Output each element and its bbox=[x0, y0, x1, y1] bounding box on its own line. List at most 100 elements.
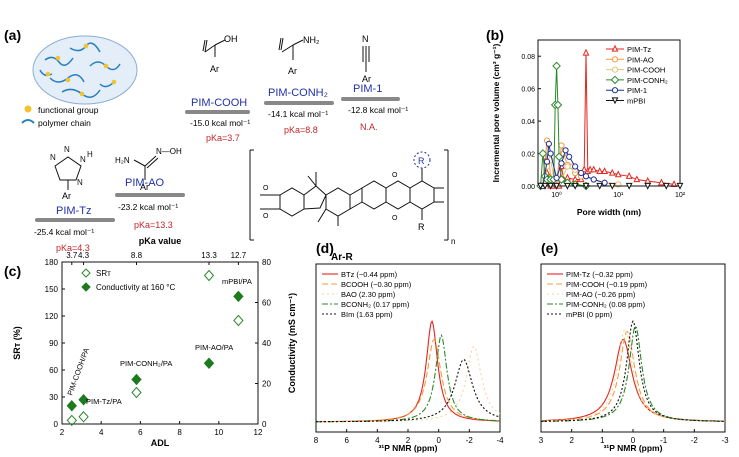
b-legend-label: PIM-AO bbox=[627, 55, 654, 64]
c-xtick-label: 4 bbox=[99, 428, 104, 437]
c-ytick-right-label: 20 bbox=[262, 380, 271, 389]
b-ytick-label: 0.08 bbox=[521, 54, 535, 61]
cooh-oh-label: OH bbox=[224, 34, 238, 44]
c-point-conductivity bbox=[78, 393, 89, 406]
b-point-PIM-Tz bbox=[614, 170, 622, 178]
nmr-curve-PIM-CONH₂ bbox=[541, 325, 725, 422]
c-xtick-label: 12 bbox=[254, 428, 263, 437]
b-point-mPBI bbox=[537, 182, 544, 190]
panel-d-series bbox=[316, 320, 501, 423]
pka-pim-ao: pKa=13.3 bbox=[134, 220, 173, 230]
nmr-curve-BIm bbox=[316, 359, 501, 423]
conh2-ar-label: Ar bbox=[288, 66, 297, 76]
annot-pim-ao: PIM-AO/PA bbox=[195, 343, 233, 352]
cooh-structure bbox=[202, 39, 226, 57]
panel-c-legend: SRᴛ Conductivity at 160 °C bbox=[81, 268, 175, 292]
b-point-PIM-Tz bbox=[590, 165, 598, 173]
b-legend-marker bbox=[610, 75, 620, 85]
pka-pim-conh2: pKa=8.8 bbox=[284, 125, 318, 135]
functional-group-legend: functional group bbox=[38, 105, 99, 115]
legend-conductivity: Conductivity at 160 °C bbox=[96, 283, 175, 292]
annot-pim-cooh: PIM-COOH/PA bbox=[65, 347, 91, 397]
polymer-schematic bbox=[32, 35, 138, 105]
ar-r-r-bottom: R bbox=[418, 222, 425, 232]
panel-c-series bbox=[66, 269, 244, 427]
panel-b: (b) 0.00 0.02 0.04 0.06 0.08 10⁰ 10¹ 10² PIM-Tz… bbox=[486, 27, 686, 217]
material-name-pim-conh2: PIM-CONH₂ bbox=[268, 87, 328, 99]
panel-a: (a) functional group polymer cha bbox=[4, 27, 455, 263]
b-point-PIM-1 bbox=[545, 140, 552, 147]
c-ytick-right-label: 40 bbox=[262, 339, 271, 348]
b-legend-marker bbox=[611, 44, 619, 52]
pka-pim-cooh: pKa=3.7 bbox=[206, 133, 240, 143]
annot-mpbi: mPBI/PA bbox=[222, 277, 252, 286]
nmr-xtick-label: -4 bbox=[496, 436, 504, 445]
ao-h2n-label: H₂N bbox=[115, 156, 130, 165]
ar-r-n-sub: n bbox=[451, 237, 455, 246]
nmr-legend-label: BCONH₂ (0.17 ppm) bbox=[341, 300, 410, 309]
b-legend-marker bbox=[611, 66, 619, 73]
tz-n3: N bbox=[80, 155, 86, 164]
panel-c-ylabel-right: Conductivity (mS cm⁻¹) bbox=[287, 293, 297, 393]
energy-pim-tz: -25.4 kcal mol⁻¹ bbox=[34, 227, 94, 237]
ao-structure bbox=[133, 155, 159, 180]
panel-b-ylabel: Incremental pore volume (cm³ g⁻¹) bbox=[491, 44, 501, 183]
b-legend-label: PIM-1 bbox=[627, 86, 647, 95]
energy-pim-cooh: -15.0 kcal mol⁻¹ bbox=[190, 118, 250, 128]
b-point-PIM-Tz bbox=[658, 178, 665, 186]
ar-r-o4: O bbox=[392, 215, 398, 222]
tz-n2: N bbox=[64, 145, 70, 154]
b-point-mPBI bbox=[541, 182, 549, 190]
functional-group-icon bbox=[24, 105, 32, 113]
c-ytick-left-label: 60 bbox=[49, 366, 58, 375]
c-ytick-left-label: 90 bbox=[49, 339, 58, 348]
b-point-mPBI bbox=[676, 182, 684, 190]
b-point-mPBI bbox=[564, 182, 571, 190]
conh2-nh2-label: NH₂ bbox=[303, 35, 320, 45]
b-point-PIM-1 bbox=[562, 147, 569, 154]
b-point-mPBI bbox=[547, 182, 555, 190]
b-point-PIM-1 bbox=[547, 150, 554, 157]
c-point-conductivity bbox=[233, 290, 244, 303]
panel-d-label: (d) bbox=[316, 240, 334, 256]
b-legend-marker bbox=[611, 97, 619, 105]
c-xtick-label: 2 bbox=[60, 428, 65, 437]
tz-bar bbox=[35, 218, 115, 222]
b-point-PIM-1 bbox=[601, 179, 608, 186]
nmr-xtick-label: 4 bbox=[375, 436, 380, 445]
tetrazole-structure bbox=[54, 156, 82, 190]
ar-r-structure bbox=[249, 149, 449, 241]
nmr-legend-label: BTz (−0.44 ppm) bbox=[341, 270, 398, 279]
b-point-PIM-CONH₂ bbox=[538, 149, 548, 158]
tz-ar-label: Ar bbox=[62, 191, 71, 201]
pka-pim-1: N.A. bbox=[360, 122, 378, 132]
panel-e-label: (e) bbox=[541, 240, 558, 256]
b-legend-marker bbox=[611, 87, 619, 94]
panel-c: (c) 2 4 6 8 10 1203060901201501800204060803.7… bbox=[4, 236, 297, 448]
b-point-mPBI bbox=[662, 182, 670, 190]
panel-c-top-axis-label: pKa value bbox=[139, 236, 182, 246]
b-ytick-label: 0.02 bbox=[521, 152, 535, 159]
nmr-xtick-label: 0 bbox=[631, 436, 636, 445]
panel-d-legend: BTz (−0.44 ppm)BCOOH (−0.30 ppm)BAO (2.3… bbox=[322, 270, 412, 319]
nmr-xtick-label: -2 bbox=[691, 436, 699, 445]
c-point-srt bbox=[66, 414, 77, 427]
nmr-xtick-label: -2 bbox=[466, 436, 474, 445]
nmr-legend-label: PIM-AO (−0.26 ppm) bbox=[566, 290, 636, 299]
b-point-PIM-1 bbox=[578, 169, 585, 177]
tz-h: H bbox=[87, 150, 93, 159]
nmr-xtick-label: 8 bbox=[314, 436, 319, 445]
panel-a-label: (a) bbox=[4, 27, 21, 43]
nitrile-ar-label: Ar bbox=[362, 74, 371, 84]
b-point-mPBI bbox=[644, 182, 652, 190]
c-ytick-left-label: 0 bbox=[54, 420, 59, 429]
b-point-PIM-Tz bbox=[633, 175, 641, 183]
b-point-PIM-Tz bbox=[601, 167, 609, 174]
nmr-legend-label: BCOOH (−0.30 ppm) bbox=[341, 280, 412, 289]
nitrile-n-label: N bbox=[362, 34, 369, 44]
c-ytick-right-label: 80 bbox=[262, 258, 271, 267]
b-legend-label: mPBI bbox=[627, 97, 645, 106]
b-legend-label: PIM-Tz bbox=[627, 45, 651, 54]
